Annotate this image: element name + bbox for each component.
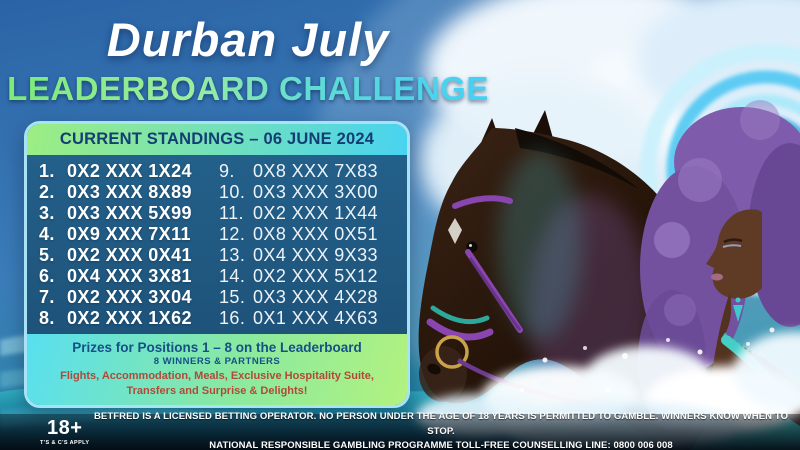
standings-panel: CURRENT STANDINGS – 06 JUNE 2024 1. 0X2 X…: [24, 121, 410, 408]
standings-row: 1. 0X2 XXX 1X24: [39, 160, 192, 181]
standings-row: 5. 0X2 XXX 0X41: [39, 244, 192, 265]
standings-row: 7. 0X2 XXX 3X04: [39, 286, 192, 307]
standings-row: 15. 0X3 XXX 4X28: [219, 286, 378, 307]
prizes-details: Flights, Accommodation, Meals, Exclusive…: [60, 370, 374, 397]
spray-droplets: [520, 327, 775, 393]
disclaimer-line-2: NATIONAL RESPONSIBLE GAMBLING PROGRAMME …: [209, 440, 673, 450]
standings-row: 12. 0X8 XXX 0X51: [219, 223, 378, 244]
prizes-winners: 8 WINNERS & PARTNERS: [153, 356, 281, 368]
standings-row: 16. 0X1 XXX 4X63: [219, 307, 378, 328]
age-restriction-badge: 18+ T'S & C'S APPLY: [40, 418, 89, 446]
standings-row: 3. 0X3 XXX 5X99: [39, 202, 192, 223]
prizes-headline: Prizes for Positions 1 – 8 on the Leader…: [72, 340, 362, 356]
standings-row: 9. 0X8 XXX 7X83: [219, 160, 378, 181]
standings-row: 6. 0X4 XXX 3X81: [39, 265, 192, 286]
standings-row: 10. 0X3 XXX 3X00: [219, 181, 378, 202]
responsible-gambling-disclaimer: BETFRED IS A LICENSED BETTING OPERATOR. …: [0, 410, 800, 450]
standings-row: 13. 0X4 XXX 9X33: [219, 244, 378, 265]
disclaimer-line-1: BETFRED IS A LICENSED BETTING OPERATOR. …: [93, 410, 789, 437]
standings-list: 1. 0X2 XXX 1X24 2. 0X3 XXX 8X89 3. 0X3 XXX …: [27, 155, 407, 335]
standings-row: 8. 0X2 XXX 1X62: [39, 307, 192, 328]
standings-row: 11. 0X2 XXX 1X44: [219, 202, 378, 223]
standings-column-right: 9. 0X8 XXX 7X83 10. 0X3 XXX 3X00 11. 0X2 XX…: [219, 160, 399, 328]
age-badge-text: 18+: [47, 417, 83, 439]
standings-row: 2. 0X3 XXX 8X89: [39, 181, 192, 202]
standings-row: 4. 0X9 XXX 7X11: [39, 223, 191, 244]
standings-header: CURRENT STANDINGS – 06 JUNE 2024: [27, 124, 407, 155]
prizes-section: Prizes for Positions 1 – 8 on the Leader…: [27, 334, 407, 405]
compliance-bar: 18+ T'S & C'S APPLY BETFRED IS A LICENSE…: [0, 411, 800, 450]
standings-row: 14. 0X2 XXX 5X12: [219, 265, 378, 286]
standings-column-left: 1. 0X2 XXX 1X24 2. 0X3 XXX 8X89 3. 0X3 XXX …: [39, 160, 219, 328]
age-badge-terms: T'S & C'S APPLY: [40, 439, 90, 446]
